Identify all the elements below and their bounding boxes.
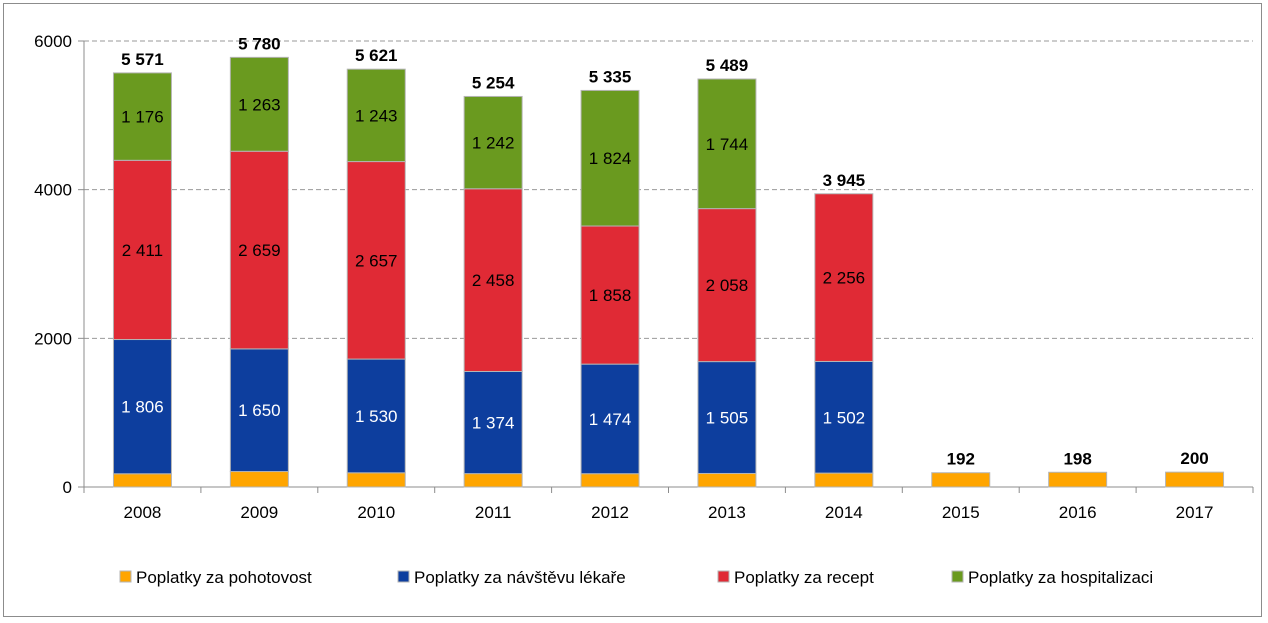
data-labels: 1 806 2 411 1 176 5 571 1 650 2 659 1 263 5 780… xyxy=(121,34,1209,468)
segment-value-label: 1 858 xyxy=(589,286,632,305)
legend-label: Poplatky za pohotovost xyxy=(136,568,312,587)
y-tick-label: 6000 xyxy=(34,32,72,51)
segment-value-label: 1 374 xyxy=(472,414,515,433)
x-tick-label: 2016 xyxy=(1059,503,1097,522)
bar-segment xyxy=(580,363,640,475)
bar-segment xyxy=(463,188,523,372)
bar-segment xyxy=(697,361,757,474)
y-tick-label: 4000 xyxy=(34,181,72,200)
y-tick-label: 2000 xyxy=(34,329,72,348)
legend-swatch xyxy=(119,570,132,583)
segment-value-label: 1 530 xyxy=(355,407,398,426)
segment-value-label: 1 650 xyxy=(238,401,281,420)
total-value-label: 5 780 xyxy=(238,34,281,53)
bar-segment xyxy=(697,208,757,363)
x-tick-label: 2013 xyxy=(708,503,746,522)
total-value-label: 5 254 xyxy=(472,73,515,92)
segment-value-label: 2 411 xyxy=(122,241,163,260)
bar-segment xyxy=(112,339,172,475)
segment-value-label: 1 242 xyxy=(472,134,515,153)
total-value-label: 200 xyxy=(1180,449,1208,468)
bar-segment xyxy=(1048,471,1108,488)
bar-segment xyxy=(580,473,640,488)
legend-swatch xyxy=(951,570,964,583)
x-tick-label: 2014 xyxy=(825,503,863,522)
legend-label: Poplatky za návštěvu lékaře xyxy=(414,568,626,587)
legend-swatch xyxy=(397,570,410,583)
x-tick-label: 2015 xyxy=(942,503,980,522)
bar-segment xyxy=(346,161,406,360)
bar-segment xyxy=(112,473,172,488)
x-tick-label: 2009 xyxy=(240,503,278,522)
bar-segment xyxy=(229,348,289,473)
total-value-label: 192 xyxy=(947,450,975,469)
bar-segment xyxy=(697,472,757,488)
total-value-label: 3 945 xyxy=(823,171,866,190)
total-value-label: 5 621 xyxy=(355,46,398,65)
segment-value-label: 2 458 xyxy=(472,271,515,290)
bar-segment xyxy=(229,150,289,350)
bar-segment xyxy=(229,56,289,152)
bar-segment xyxy=(814,472,874,488)
bar-segment xyxy=(229,471,289,488)
x-tick-label: 2010 xyxy=(357,503,395,522)
legend-label: Poplatky za recept xyxy=(734,568,874,587)
segment-value-label: 1 505 xyxy=(706,409,749,428)
bar-segment xyxy=(463,95,523,190)
segment-value-label: 1 824 xyxy=(589,149,632,168)
x-tick-label: 2011 xyxy=(475,503,512,522)
segment-value-label: 1 176 xyxy=(121,108,164,127)
bars xyxy=(112,56,1225,488)
bar-segment xyxy=(346,358,406,474)
bar-segment xyxy=(697,78,757,210)
segment-value-label: 1 502 xyxy=(823,408,866,427)
legend-label: Poplatky za hospitalizaci xyxy=(968,568,1153,587)
bar-segment xyxy=(463,473,523,488)
segment-value-label: 1 744 xyxy=(706,135,749,154)
bar-segment xyxy=(931,472,991,488)
segment-value-label: 1 806 xyxy=(121,398,164,417)
bar-segment xyxy=(112,72,172,161)
x-tick-label: 2012 xyxy=(591,503,629,522)
total-value-label: 5 489 xyxy=(706,56,749,75)
bar-segment xyxy=(814,193,874,362)
y-tick-label: 0 xyxy=(63,478,72,497)
bar-segment xyxy=(580,225,640,365)
bar-segment xyxy=(346,68,406,163)
bar-segment xyxy=(814,360,874,474)
segment-value-label: 2 659 xyxy=(238,241,281,260)
total-value-label: 198 xyxy=(1063,449,1091,468)
legend: Poplatky za pohotovost Poplatky za návště… xyxy=(119,568,1153,587)
segment-value-label: 2 058 xyxy=(706,276,749,295)
segment-value-label: 1 474 xyxy=(589,410,632,429)
x-tick-label: 2008 xyxy=(124,503,162,522)
bar-segment xyxy=(463,370,523,475)
bar-segment xyxy=(580,89,640,227)
legend-swatch xyxy=(717,570,730,583)
segment-value-label: 2 256 xyxy=(823,269,866,288)
x-tick-label: 2017 xyxy=(1176,503,1214,522)
bar-segment xyxy=(112,159,172,341)
segment-value-label: 2 657 xyxy=(355,251,398,270)
axes: 0 2000 4000 6000 2008 2009 2010 2011 2012 2013 201… xyxy=(34,32,1254,522)
total-value-label: 5 571 xyxy=(121,50,164,69)
segment-value-label: 1 243 xyxy=(355,106,398,125)
bar-segment xyxy=(346,472,406,488)
bar-segment xyxy=(1165,471,1225,488)
segment-value-label: 1 263 xyxy=(238,95,281,114)
total-value-label: 5 335 xyxy=(589,67,632,86)
